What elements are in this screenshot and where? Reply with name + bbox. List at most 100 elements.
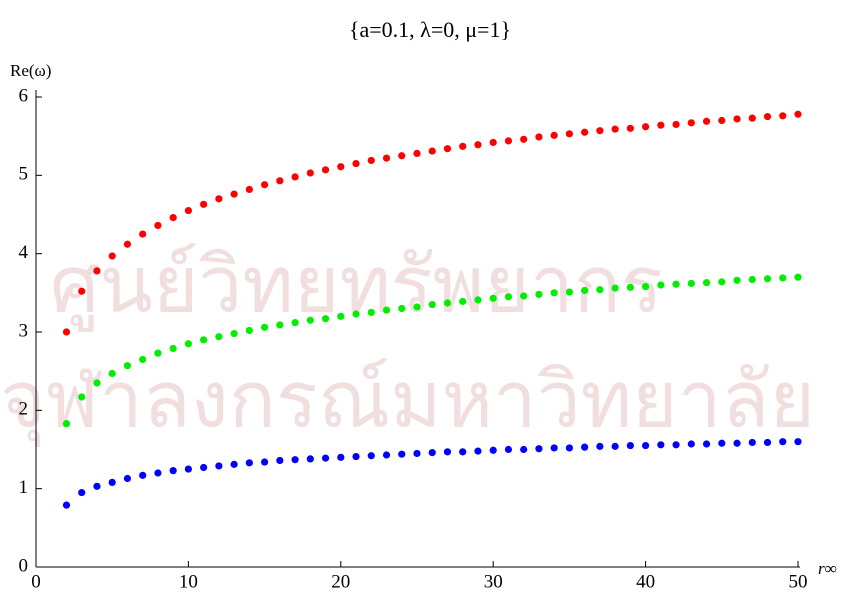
point	[429, 449, 436, 456]
point	[505, 137, 512, 144]
point	[703, 118, 710, 125]
point	[779, 274, 786, 281]
point	[185, 207, 192, 214]
point	[535, 445, 542, 452]
watermark: ศูนย์วิทยทรัพยากร	[50, 240, 663, 331]
point	[93, 379, 100, 386]
point	[322, 166, 329, 173]
point	[78, 288, 85, 295]
point	[444, 299, 451, 306]
point	[551, 289, 558, 296]
point	[474, 447, 481, 454]
point	[672, 441, 679, 448]
point	[139, 472, 146, 479]
point	[688, 280, 695, 287]
point	[581, 287, 588, 294]
point	[170, 345, 177, 352]
point	[520, 136, 527, 143]
point	[78, 489, 85, 496]
point	[718, 440, 725, 447]
watermark: จุฬาลงกรณ์มหาวิทยาลัย	[0, 355, 815, 447]
point	[307, 317, 314, 324]
point	[779, 112, 786, 119]
point	[261, 458, 268, 465]
point	[703, 440, 710, 447]
point	[794, 438, 801, 445]
point	[657, 441, 664, 448]
point	[596, 443, 603, 450]
point	[368, 452, 375, 459]
point	[749, 115, 756, 122]
point	[459, 448, 466, 455]
point	[490, 295, 497, 302]
point	[688, 119, 695, 126]
point	[612, 285, 619, 292]
point	[200, 336, 207, 343]
x-tick-label: 30	[484, 571, 503, 592]
point	[185, 340, 192, 347]
point	[322, 455, 329, 462]
point	[627, 284, 634, 291]
x-tick-label: 10	[179, 571, 198, 592]
point	[688, 440, 695, 447]
chart: ศูนย์วิทยทรัพยากร จุฬาลงกรณ์มหาวิทยาลัย …	[0, 0, 842, 593]
y-tick-label: 5	[19, 164, 29, 185]
point	[352, 453, 359, 460]
point	[307, 455, 314, 462]
point	[261, 324, 268, 331]
y-tick-label: 3	[19, 320, 29, 341]
point	[170, 214, 177, 221]
point	[398, 152, 405, 159]
point	[444, 145, 451, 152]
chart-title: {a=0.1, λ=0, μ=1}	[349, 17, 511, 42]
point	[718, 278, 725, 285]
point	[642, 442, 649, 449]
point	[627, 125, 634, 132]
point	[139, 230, 146, 237]
x-tick-label: 40	[636, 571, 655, 592]
point	[749, 276, 756, 283]
point	[413, 450, 420, 457]
point	[109, 479, 116, 486]
point	[474, 141, 481, 148]
point	[185, 465, 192, 472]
point	[794, 111, 801, 118]
point	[215, 195, 222, 202]
point	[368, 157, 375, 164]
point	[474, 296, 481, 303]
x-tick-label: 0	[31, 571, 41, 592]
point	[459, 298, 466, 305]
point	[231, 461, 238, 468]
point	[779, 438, 786, 445]
point	[337, 313, 344, 320]
point	[596, 127, 603, 134]
point	[139, 356, 146, 363]
point	[642, 283, 649, 290]
point	[429, 301, 436, 308]
point	[337, 163, 344, 170]
point	[109, 370, 116, 377]
point	[657, 122, 664, 129]
point	[383, 155, 390, 162]
point	[231, 191, 238, 198]
x-tick-label: 50	[789, 571, 808, 592]
point	[337, 454, 344, 461]
point	[749, 439, 756, 446]
point	[520, 292, 527, 299]
point	[322, 315, 329, 322]
point	[215, 333, 222, 340]
point	[352, 310, 359, 317]
y-axis-label: Re(ω)	[10, 61, 51, 80]
point	[93, 267, 100, 274]
y-tick-label: 1	[19, 477, 29, 498]
point	[535, 133, 542, 140]
point	[261, 181, 268, 188]
point	[718, 117, 725, 124]
point	[764, 275, 771, 282]
point	[566, 288, 573, 295]
point	[520, 446, 527, 453]
y-tick-label: 4	[19, 242, 29, 263]
point	[63, 420, 70, 427]
point	[459, 143, 466, 150]
point	[154, 469, 161, 476]
